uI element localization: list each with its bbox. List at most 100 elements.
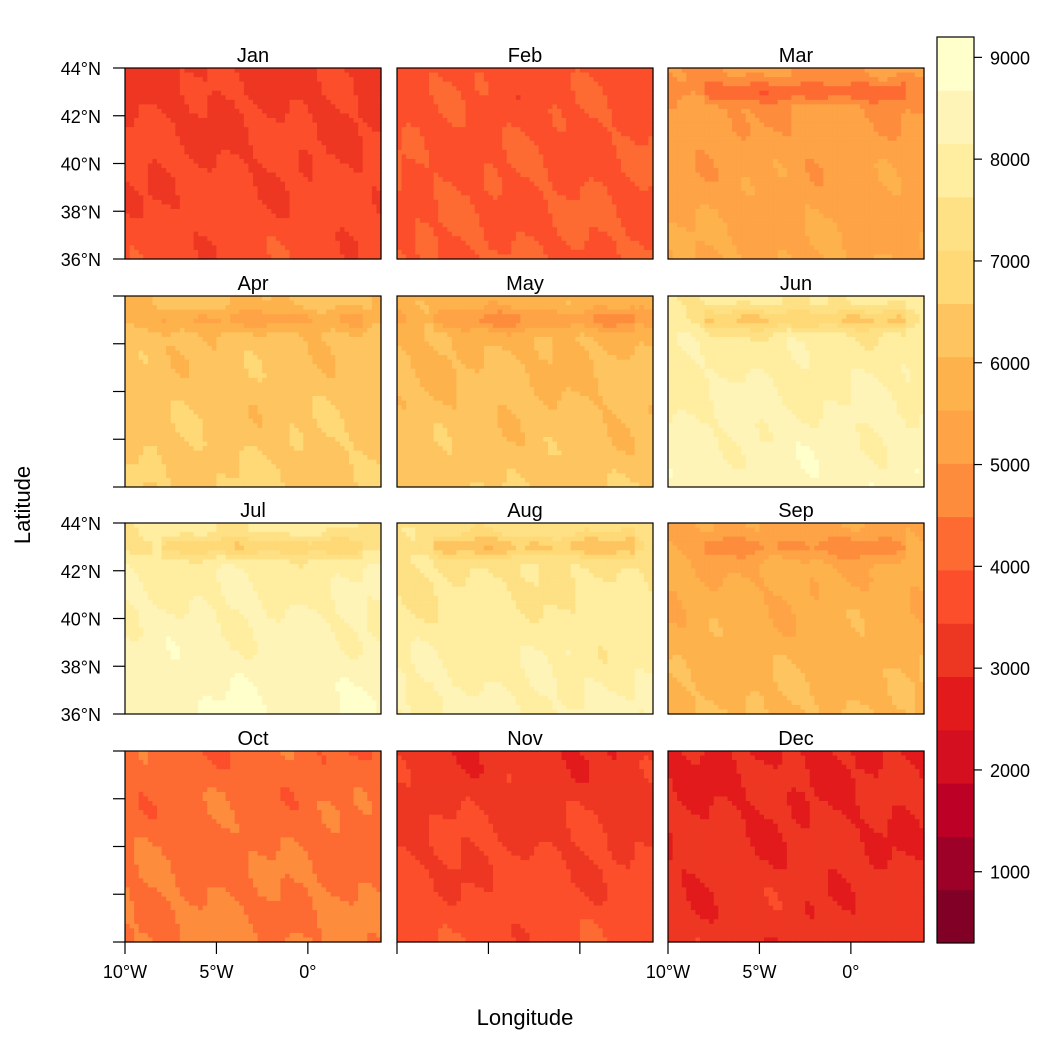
heatmap-cell (438, 245, 444, 251)
heatmap-cell (179, 90, 186, 96)
heatmap-cell (616, 158, 622, 165)
heatmap-cell (424, 140, 430, 146)
heatmap-cell (860, 77, 866, 83)
heatmap-cell (570, 254, 576, 260)
heatmap-cell (262, 168, 268, 174)
heatmap-cell (170, 213, 176, 219)
heatmap-cell (634, 213, 640, 219)
heatmap-cell (271, 118, 277, 124)
heatmap-cell (410, 81, 416, 87)
heatmap-cell (193, 245, 199, 251)
heatmap-cell (566, 131, 572, 137)
heatmap-cell (506, 218, 512, 224)
heatmap-cell (303, 172, 309, 178)
heatmap-cell (179, 249, 186, 256)
heatmap-cell (850, 86, 857, 92)
heatmap-cell (262, 136, 268, 142)
heatmap-cell (447, 127, 453, 133)
heatmap-cell (376, 236, 382, 242)
heatmap-cell (248, 231, 254, 237)
heatmap-cell (202, 218, 208, 224)
heatmap-cell (429, 181, 435, 187)
heatmap-cell (552, 99, 558, 105)
heatmap-cell (326, 149, 332, 156)
heatmap-cell (643, 236, 650, 242)
heatmap-cell (184, 104, 190, 110)
heatmap-cell (579, 177, 586, 183)
heatmap-cell (262, 231, 268, 237)
heatmap-cell (239, 199, 245, 206)
heatmap-cell (410, 190, 416, 196)
heatmap-cell (321, 240, 327, 246)
heatmap-cell (442, 218, 448, 224)
heatmap-cell (433, 245, 439, 251)
heatmap-cell (639, 108, 645, 115)
heatmap-cell (552, 104, 558, 110)
heatmap-cell (207, 95, 213, 101)
heatmap-cell (611, 213, 618, 219)
heatmap-cell (138, 104, 144, 110)
heatmap-cell (497, 86, 503, 92)
heatmap-cell (317, 127, 323, 133)
heatmap-cell (125, 227, 131, 233)
heatmap-cell (511, 158, 517, 165)
heatmap-cell (211, 208, 218, 215)
heatmap-cell (248, 149, 254, 156)
heatmap-cell (470, 99, 476, 105)
heatmap-cell (275, 240, 282, 246)
heatmap-cell (266, 77, 272, 83)
heatmap-cell (442, 177, 448, 183)
heatmap-cell (584, 140, 590, 146)
heatmap-cell (321, 181, 327, 187)
heatmap-cell (410, 108, 416, 115)
heatmap-cell (317, 181, 323, 187)
heatmap-cell (465, 131, 471, 137)
heatmap-cell (166, 195, 172, 201)
heatmap-cell (557, 136, 563, 142)
heatmap-cell (193, 145, 199, 151)
heatmap-cell (266, 149, 272, 156)
heatmap-cell (557, 172, 563, 178)
heatmap-cell (166, 236, 172, 242)
heatmap-cell (243, 154, 250, 160)
heatmap-cell (557, 199, 563, 206)
heatmap-cell (552, 154, 558, 160)
heatmap-cell (483, 154, 490, 160)
heatmap-cell (211, 131, 218, 137)
heatmap-cell (410, 195, 416, 201)
heatmap-cell (686, 72, 692, 78)
heatmap-cell (493, 154, 499, 160)
heatmap-cell (424, 118, 430, 124)
heatmap-cell (593, 227, 599, 233)
heatmap-cell (353, 104, 359, 110)
heatmap-cell (371, 154, 378, 160)
heatmap-cell (410, 240, 416, 246)
heatmap-cell (470, 77, 476, 83)
heatmap-cell (534, 227, 540, 233)
heatmap-cell (502, 136, 508, 142)
heatmap-cell (672, 72, 678, 78)
heatmap-cell (639, 231, 645, 237)
heatmap-cell (266, 99, 272, 105)
heatmap-cell (864, 77, 870, 83)
heatmap-cell (289, 95, 295, 101)
heatmap-cell (538, 195, 544, 201)
heatmap-cell (598, 181, 604, 187)
heatmap-cell (547, 158, 554, 165)
heatmap-cell (326, 254, 332, 260)
heatmap-cell (621, 240, 627, 246)
heatmap-cell (257, 81, 263, 87)
heatmap-cell (129, 68, 135, 74)
heatmap-cell (451, 90, 458, 96)
heatmap-cell (910, 68, 916, 74)
heatmap-cell (534, 236, 540, 242)
heatmap-cell (643, 154, 650, 160)
heatmap-cell (589, 204, 595, 210)
heatmap-cell (198, 186, 204, 192)
heatmap-cell (371, 195, 378, 201)
heatmap-cell (225, 90, 231, 96)
heatmap-cell (461, 140, 467, 146)
heatmap-cell (575, 168, 581, 174)
heatmap-cell (406, 145, 412, 151)
heatmap-cell (525, 118, 531, 124)
